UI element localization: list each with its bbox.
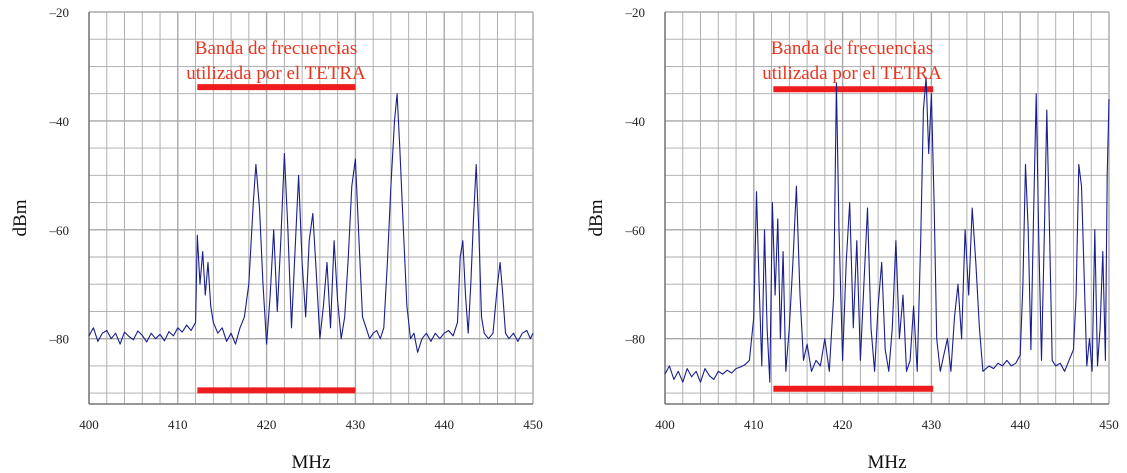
band-annotation-line: Banda de frecuencias [195, 38, 357, 59]
grid [664, 11, 1110, 404]
x-tick-label: 430 [922, 417, 942, 432]
y-axis-title: dBm [586, 199, 607, 236]
spectrum-line [664, 76, 1110, 383]
x-tick-label: 450 [523, 417, 543, 432]
y-tick-label: –80 [625, 332, 646, 347]
spectrum-line [88, 93, 534, 353]
x-axis-title: MHz [867, 452, 906, 473]
band-annotation-line: utilizada por el TETRA [762, 63, 942, 84]
y-tick-label: –40 [49, 114, 70, 129]
y-tick-label: –20 [49, 5, 70, 20]
x-tick-label: 430 [346, 417, 366, 432]
x-axis-title: MHz [291, 452, 330, 473]
band-annotation-line: utilizada por el TETRA [186, 63, 366, 84]
y-tick-label: –80 [49, 332, 70, 347]
x-tick-label: 440 [1010, 417, 1030, 432]
x-tick-label: 420 [833, 417, 853, 432]
y-tick-label: –60 [49, 223, 70, 238]
y-tick-label: –40 [625, 114, 646, 129]
x-tick-label: 420 [257, 417, 277, 432]
y-tick-label: –20 [625, 5, 646, 20]
x-tick-label: 410 [168, 417, 188, 432]
spectrum-chart-left: 400 410 420 430 440 450 –20 –40 –60 –80 MHz dBm Band… [10, 5, 543, 473]
x-tick-label: 410 [744, 417, 764, 432]
spectrum-chart-right: 400 410 420 430 440 450 –20 –40 –60 –80 MHz dBm Band… [586, 5, 1119, 473]
band-annotation-line: Banda de frecuencias [771, 38, 933, 59]
x-tick-label: 450 [1099, 417, 1119, 432]
y-axis-title: dBm [10, 199, 31, 236]
y-tick-label: –60 [625, 223, 646, 238]
x-tick-label: 400 [655, 417, 675, 432]
x-tick-label: 440 [434, 417, 454, 432]
x-tick-label: 400 [79, 417, 99, 432]
